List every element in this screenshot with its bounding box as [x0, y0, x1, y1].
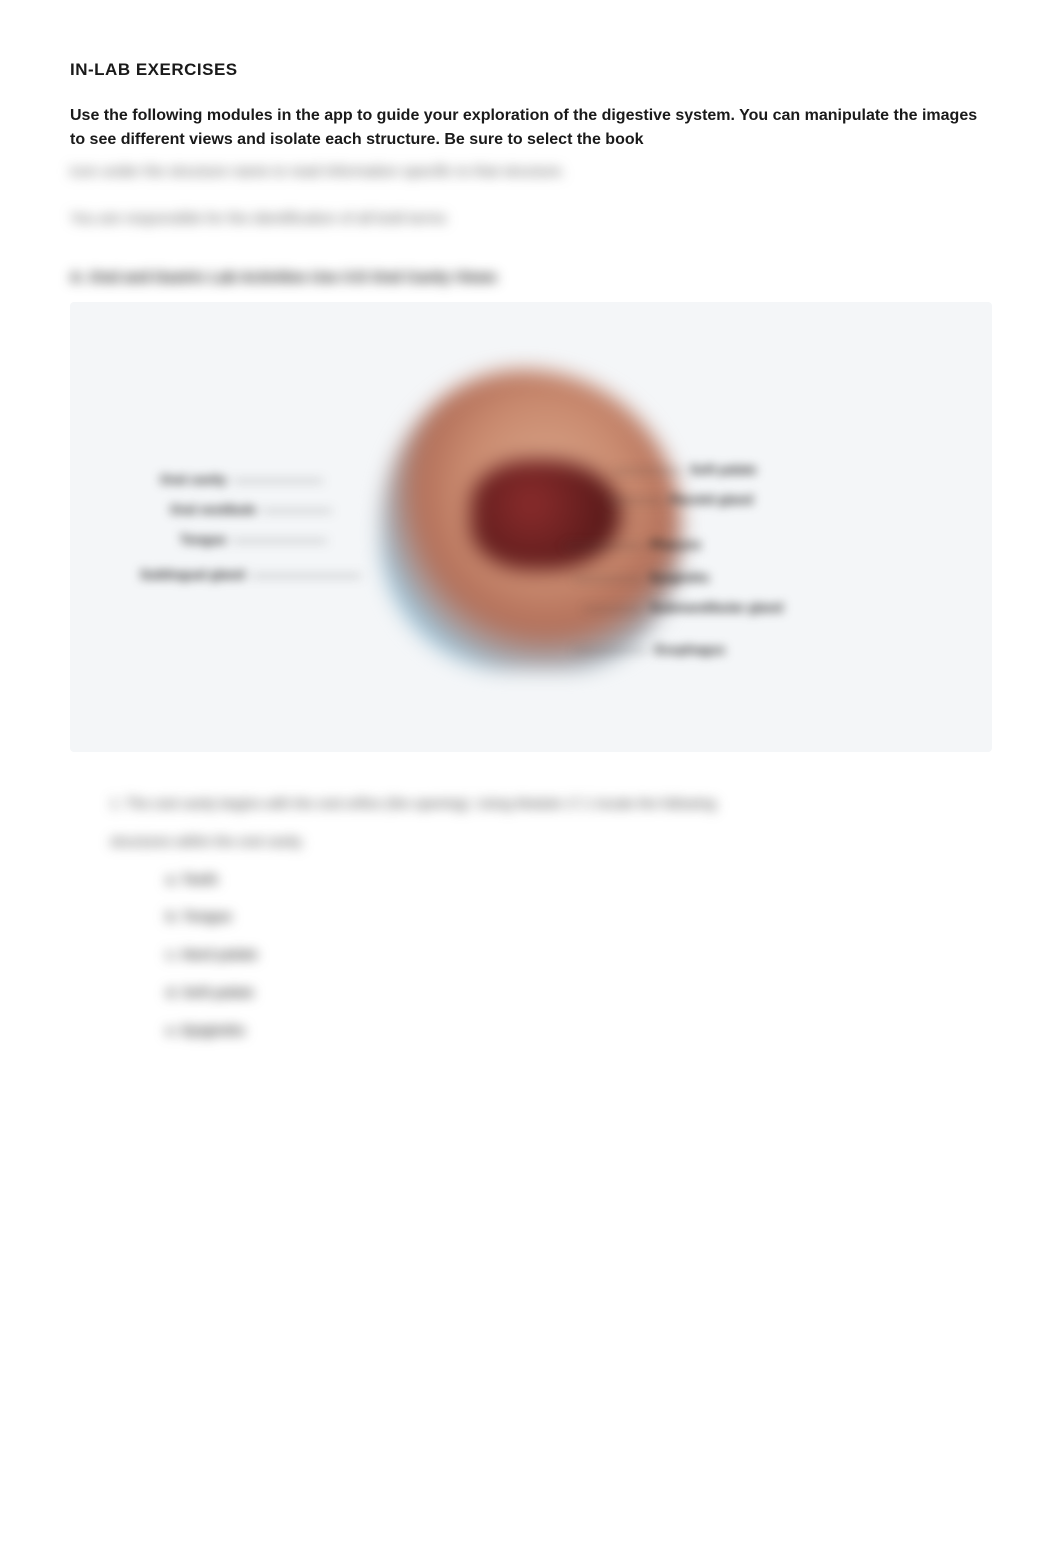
leader-line: [262, 510, 332, 512]
question-block: 1. The oral cavity begins with the oral …: [70, 792, 992, 1043]
figure-label-text: Pharynx: [650, 537, 701, 552]
intro-blurred-line-2: You are responsible for the identificati…: [70, 205, 992, 234]
answer-list: a. Teeth b. Tongue c. Hard palate d. Sof…: [110, 868, 952, 1043]
leader-line: [584, 608, 644, 610]
leader-line: [609, 500, 664, 502]
figure-label-text: Soft palate: [690, 462, 756, 477]
leader-line: [574, 650, 649, 652]
list-item: e. Epiglottis: [166, 1019, 952, 1043]
question-prompt-line-1: 1. The oral cavity begins with the oral …: [110, 792, 952, 816]
figure-label-left: Sublingual gland: [140, 567, 245, 582]
figure-label-text: Oral cavity: [160, 472, 227, 487]
intro-paragraph: Use the following modules in the app to …: [70, 104, 992, 152]
figure-label-right: Pharynx: [650, 537, 701, 552]
section-title: IN-LAB EXERCISES: [70, 60, 992, 80]
leader-line: [251, 575, 361, 577]
leader-line: [233, 480, 323, 482]
figure-label-left: Oral cavity: [160, 472, 227, 487]
anatomy-figure: Oral cavity Oral vestibule Tongue Sublin…: [70, 302, 992, 752]
figure-label-right: Epiglottis: [650, 570, 709, 585]
list-item: b. Tongue: [166, 905, 952, 929]
figure-label-right: Soft palate: [690, 462, 756, 477]
figure-label-left: Oral vestibule: [170, 502, 256, 517]
list-item: a. Teeth: [166, 868, 952, 892]
figure-label-text: Oral vestibule: [170, 502, 256, 517]
leader-line: [574, 578, 644, 580]
figure-label-right: Esophagus: [655, 642, 725, 657]
figure-label-text: Tongue: [180, 532, 226, 547]
oral-cavity-shape: [471, 460, 621, 570]
figure-label-text: Parotid gland: [670, 492, 753, 507]
leader-line: [564, 545, 644, 547]
figure-label-text: Submandibular gland: [650, 600, 783, 615]
leader-line: [614, 470, 684, 472]
subsection-heading: A. Oral and Gastric Lab Activities Use 3…: [70, 269, 992, 286]
figure-label-right: Parotid gland: [670, 492, 753, 507]
figure-label-left: Tongue: [180, 532, 226, 547]
list-item: c. Hard palate: [166, 943, 952, 967]
figure-label-text: Esophagus: [655, 642, 725, 657]
intro-blurred-line-1: icon under the structure name to read in…: [70, 158, 992, 187]
figure-label-text: Sublingual gland: [140, 567, 245, 582]
figure-label-text: Epiglottis: [650, 570, 709, 585]
leader-line: [232, 540, 327, 542]
figure-label-right: Submandibular gland: [650, 600, 783, 615]
list-item: d. Soft palate: [166, 981, 952, 1005]
question-prompt-line-2: structures within the oral cavity.: [110, 830, 952, 854]
